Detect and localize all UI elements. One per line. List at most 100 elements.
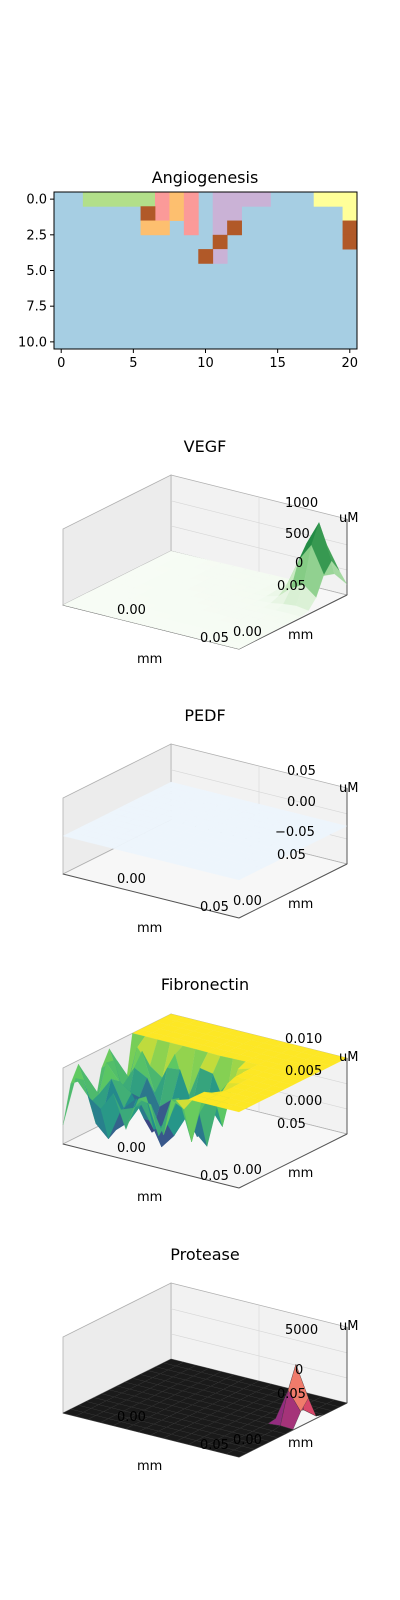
y-tick-label: 0.05	[277, 848, 306, 863]
heatmap-cell	[342, 206, 358, 221]
heatmap-cell	[82, 192, 98, 207]
heatmap-cell	[212, 249, 228, 264]
y-tick-label: 0.00	[233, 1163, 262, 1178]
grid-line	[170, 1333, 348, 1379]
heatmap-cell	[140, 206, 156, 221]
heatmap-cell	[212, 234, 228, 250]
z-tick-label: 0.005	[285, 1064, 322, 1079]
z-tick-label: 500	[285, 527, 310, 542]
x-axis-label: mm	[137, 921, 162, 936]
heatmap-cell	[227, 220, 242, 236]
heatmap-y-ticks: 0.0 2.5 5.0 7.5 10.0	[18, 193, 54, 350]
heatmap-cell	[328, 192, 343, 207]
y-tick-label: 0.05	[277, 579, 306, 594]
y-axis-line	[238, 863, 348, 919]
x-tick-label: 0.05	[200, 1169, 229, 1184]
surface-plot	[62, 1358, 348, 1458]
y-tick-label: 10.0	[18, 335, 47, 350]
z-axis-label: uM	[339, 511, 358, 526]
chart-title: Angiogenesis	[152, 168, 259, 187]
x-tick-label: 20	[342, 356, 359, 371]
surface-patch	[226, 641, 247, 650]
heatmap-cell	[227, 192, 242, 207]
x-axis-label: mm	[137, 1459, 162, 1474]
heatmap-cell	[256, 192, 271, 207]
z-axis-label: uM	[339, 1319, 358, 1334]
grid-line	[170, 1308, 348, 1354]
heatmap-cell	[111, 192, 127, 207]
heatmap-cell	[342, 192, 358, 207]
x-tick-label: 10	[197, 356, 214, 371]
heatmap-cells	[54, 192, 358, 349]
heatmap-x-ticks: 0 5 10 15 20	[57, 349, 358, 371]
heatmap-cell	[212, 220, 228, 236]
z-tick-label: −0.05	[275, 825, 315, 840]
z-tick-label: 5000	[285, 1323, 318, 1338]
heatmap-cell	[342, 220, 358, 236]
y-tick-label: 2.5	[26, 228, 47, 243]
z-tick-label: 0	[295, 1363, 303, 1378]
x-tick-label: 0.00	[117, 872, 146, 887]
x-tick-label: 5	[129, 356, 137, 371]
x-tick-label: 0.00	[117, 1410, 146, 1425]
heatmap-cell	[241, 192, 257, 207]
chart-title: PEDF	[184, 706, 225, 725]
heatmap-cell	[140, 220, 156, 236]
surface-plot	[62, 781, 348, 881]
y-tick-label: 0.0	[26, 193, 47, 208]
z-tick-label: 0	[295, 556, 303, 571]
heatmap-cell	[212, 192, 228, 207]
z-tick-label: 0.00	[287, 795, 316, 810]
surface-plot	[62, 522, 348, 650]
heatmap-cell	[212, 206, 228, 221]
surface-plot	[62, 1013, 348, 1148]
x-axis-label: mm	[137, 652, 162, 667]
heatmap-cell	[155, 206, 170, 221]
heatmap-cell	[227, 206, 242, 221]
vegf-panel: VEGF 1000 500 0 uM 0.05 0.00 mm 0.00 0.0…	[61, 437, 358, 667]
x-tick-label: 0.05	[200, 631, 229, 646]
x-axis-line	[62, 1143, 240, 1189]
y-axis-line	[238, 1133, 348, 1189]
fibronectin-panel: Fibronectin 0.010 0.005 0.000 uM 0.05 0.…	[61, 975, 358, 1205]
z-tick-label: 0.05	[287, 764, 316, 779]
x-tick-label: 0.05	[200, 1438, 229, 1453]
heatmap-cell	[155, 192, 170, 207]
x-tick-label: 0.05	[200, 900, 229, 915]
heatmap-cell	[313, 192, 329, 207]
protease-panel: Protease 5000 0 uM 0.05 0.00 mm 0.00 0.0…	[61, 1245, 358, 1474]
x-axis-line	[62, 873, 240, 919]
x-tick-label: 0.00	[117, 1141, 146, 1156]
heatmap-cell	[183, 206, 199, 221]
z-tick-label: 0.010	[285, 1032, 322, 1047]
heatmap-cell	[97, 192, 113, 207]
chart-title: VEGF	[184, 437, 227, 456]
z-tick-label: 0.000	[285, 1094, 322, 1109]
heatmap-cell	[140, 192, 156, 207]
chart-title: Protease	[170, 1245, 239, 1264]
x-tick-label: 15	[269, 356, 286, 371]
z-tick-label: 1000	[285, 496, 318, 511]
y-axis-line	[238, 594, 348, 650]
heatmap-cell	[342, 234, 358, 250]
z-axis-label: uM	[339, 781, 358, 796]
heatmap-cell	[169, 206, 185, 221]
y-axis-label: mm	[288, 897, 313, 912]
heatmap-cell	[198, 249, 214, 264]
angiogenesis-panel: Angiogenesis 0 5 10 15 20 0.0 2.5 5.0 7.5 10.0	[18, 168, 358, 371]
grid-line	[170, 769, 348, 815]
y-tick-label: 0.05	[277, 1387, 306, 1402]
heatmap-background	[54, 192, 357, 349]
pedf-panel: PEDF 0.05 0.00 −0.05 uM 0.05 0.00 mm 0.0…	[61, 706, 358, 936]
heatmap-cell	[169, 192, 185, 207]
z-axis-label: uM	[339, 1050, 358, 1065]
y-tick-label: 0.00	[233, 625, 262, 640]
y-axis-label: mm	[288, 1436, 313, 1451]
y-tick-label: 0.00	[233, 894, 262, 909]
chart-title: Fibronectin	[161, 975, 249, 994]
y-tick-label: 0.05	[277, 1117, 306, 1132]
surface-patch	[225, 1449, 248, 1458]
surface-patch	[226, 872, 247, 881]
x-tick-label: 0	[57, 356, 65, 371]
y-tick-label: 5.0	[26, 264, 47, 279]
